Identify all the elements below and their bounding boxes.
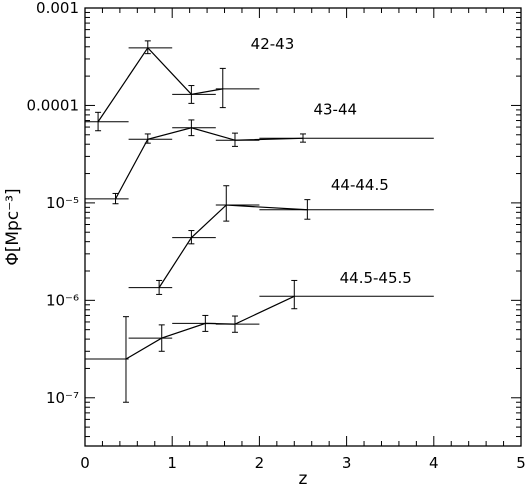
y-tick-label: 0.0001 bbox=[27, 96, 80, 114]
data-point bbox=[128, 279, 173, 295]
labels-group: 0 1 2 3 4 5 0.001 0.0001 10⁻⁵ 10⁻⁶ 10⁻⁷ 42-43 43-44 4… bbox=[27, 0, 526, 472]
x-tick-label: 4 bbox=[429, 454, 439, 472]
series-44.5-45.5 bbox=[85, 279, 434, 403]
series-group bbox=[85, 40, 434, 403]
x-tick-label: 0 bbox=[80, 454, 90, 472]
plot-frame bbox=[84, 7, 522, 447]
series-label: 44.5-45.5 bbox=[340, 269, 412, 287]
series-label: 42-43 bbox=[251, 35, 295, 53]
data-point bbox=[172, 314, 216, 332]
data-point bbox=[128, 324, 173, 352]
data-point bbox=[259, 279, 434, 310]
data-point bbox=[85, 316, 129, 403]
x-tick-label: 1 bbox=[167, 454, 177, 472]
series-label: 43-44 bbox=[313, 100, 357, 118]
data-point bbox=[128, 40, 173, 55]
series-43-44 bbox=[85, 119, 434, 205]
data-point bbox=[172, 230, 216, 245]
data-point bbox=[172, 85, 216, 104]
x-tick-label: 5 bbox=[516, 454, 526, 472]
axis-ticks bbox=[84, 7, 522, 446]
x-axis-title: z bbox=[299, 469, 308, 489]
data-point bbox=[215, 132, 260, 147]
x-tick-label: 3 bbox=[342, 454, 352, 472]
data-point bbox=[215, 185, 260, 222]
series-line bbox=[158, 204, 308, 288]
data-point bbox=[85, 111, 129, 132]
data-point bbox=[259, 199, 434, 220]
data-point bbox=[215, 67, 260, 109]
data-point bbox=[128, 133, 173, 144]
series-42-43 bbox=[85, 40, 260, 132]
y-tick-label: 10⁻⁵ bbox=[46, 194, 79, 212]
y-tick-label: 10⁻⁶ bbox=[46, 291, 79, 309]
data-point bbox=[259, 133, 434, 143]
series-line bbox=[125, 295, 295, 360]
y-axis-title: Φ[Mpc⁻³] bbox=[3, 188, 23, 265]
data-point bbox=[172, 119, 216, 137]
data-point bbox=[215, 315, 260, 333]
y-tick-label: 0.001 bbox=[36, 0, 79, 17]
data-point bbox=[85, 192, 129, 205]
series-line bbox=[97, 46, 223, 123]
x-tick-label: 2 bbox=[255, 454, 265, 472]
series-label: 44-44.5 bbox=[331, 176, 389, 194]
y-tick-label: 10⁻⁷ bbox=[46, 389, 79, 407]
series-44-44.5 bbox=[128, 185, 434, 295]
